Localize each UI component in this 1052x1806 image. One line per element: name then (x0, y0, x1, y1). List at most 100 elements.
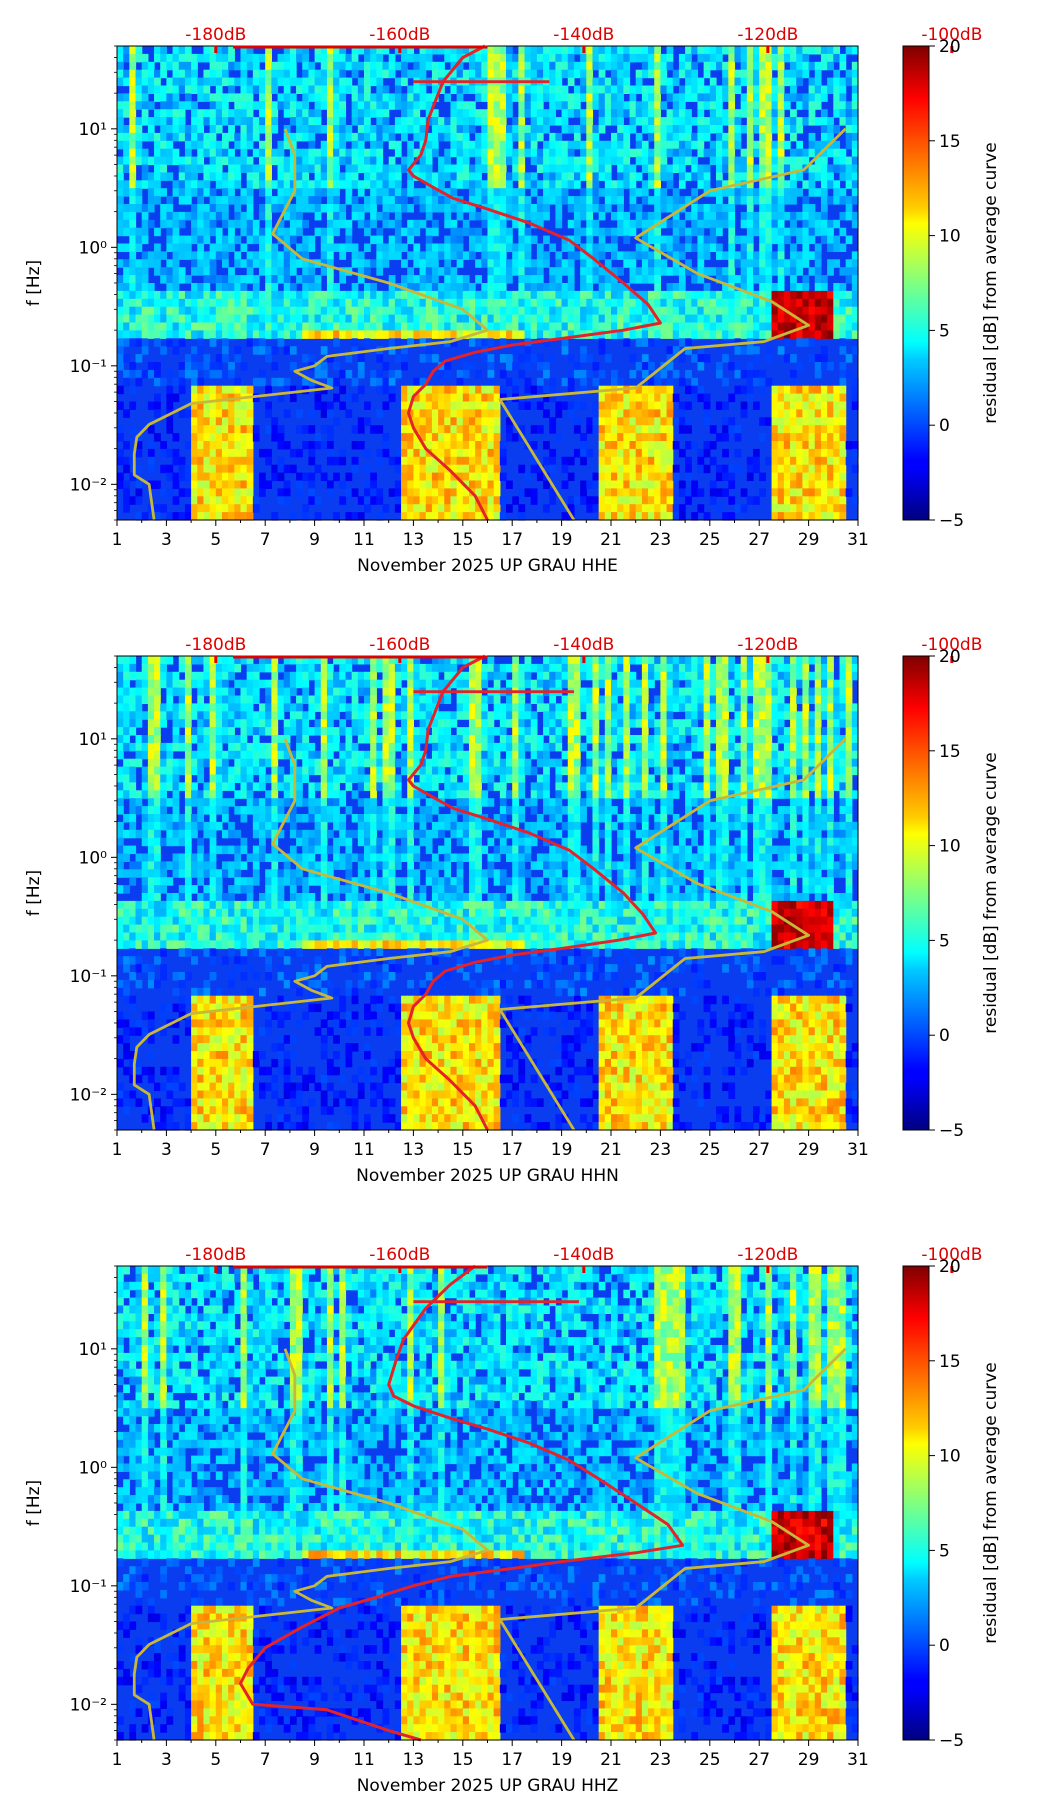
heatmap-cell (147, 441, 155, 450)
heatmap-cell (648, 259, 655, 268)
heatmap-cell (277, 140, 285, 150)
heatmap-cell (604, 93, 612, 102)
heatmap-cell (191, 306, 198, 316)
heatmap-cell (425, 46, 433, 55)
heatmap-cell (623, 448, 631, 458)
heatmap-cell (147, 362, 155, 371)
heatmap-cell (228, 290, 235, 300)
heatmap-cell (265, 53, 272, 63)
heatmap-cell (425, 259, 433, 268)
heatmap-cell (753, 148, 760, 158)
heatmap-cell (555, 298, 563, 308)
heatmap-cell (160, 504, 167, 513)
heatmap-cell (765, 101, 773, 110)
heatmap-cell (753, 140, 760, 150)
heatmap-cell (289, 283, 297, 292)
heatmap-cell (753, 298, 760, 308)
heatmap-cell (259, 298, 266, 308)
heatmap-cell (468, 409, 476, 418)
heatmap-cell (364, 330, 371, 339)
heatmap-cell (147, 480, 155, 489)
heatmap-cell (172, 93, 180, 102)
heatmap-cell (468, 480, 476, 489)
heatmap-cell (444, 417, 452, 426)
heatmap-cell (160, 314, 167, 324)
heatmap-cell (364, 227, 371, 237)
heatmap-cell (333, 172, 340, 181)
heatmap-cell (660, 219, 668, 229)
heatmap-cell (160, 101, 167, 110)
heatmap-cell (320, 53, 328, 63)
heatmap-cell (296, 196, 303, 205)
heatmap-cell (444, 275, 452, 284)
heatmap-cell (598, 53, 606, 63)
heatmap-cell (536, 180, 544, 189)
heatmap-cell (394, 369, 402, 379)
heatmap-cell (234, 156, 242, 166)
heatmap-cell (370, 488, 377, 497)
heatmap-cell (790, 227, 797, 237)
heatmap-cell (333, 101, 340, 110)
heatmap-cell (259, 472, 266, 482)
heatmap-cell (326, 219, 334, 229)
heatmap-cell (172, 219, 180, 229)
heatmap-cell (740, 172, 748, 181)
heatmap-cell (561, 180, 569, 189)
heatmap-cell (221, 322, 229, 331)
heatmap-cell (617, 448, 624, 458)
heatmap-cell (450, 53, 458, 63)
heatmap-cell (611, 401, 618, 410)
heatmap-cell (357, 259, 365, 268)
heatmap-cell (413, 417, 421, 426)
heatmap-cell (648, 156, 655, 166)
heatmap-cell (345, 409, 353, 418)
heatmap-cell (654, 53, 661, 63)
heatmap-cell (135, 267, 143, 276)
heatmap-cell (753, 251, 760, 260)
heatmap-cell (296, 148, 303, 158)
heatmap-cell (654, 448, 661, 458)
heatmap-cell (493, 401, 501, 410)
heatmap-cell (753, 46, 760, 55)
heatmap-cell (672, 188, 680, 197)
heatmap-cell (666, 330, 674, 339)
heatmap-cell (345, 235, 353, 245)
heatmap-cell (203, 369, 211, 379)
heatmap-cell (481, 156, 489, 166)
heatmap-cell (623, 101, 631, 110)
heatmap-cell (289, 117, 297, 126)
heatmap-cell (771, 46, 779, 55)
heatmap-cell (166, 140, 174, 150)
heatmap-cell (320, 93, 328, 102)
heatmap-cell (746, 259, 754, 268)
heatmap-cell (401, 243, 408, 252)
heatmap-cell (771, 401, 779, 410)
heatmap-cell (394, 188, 402, 197)
heatmap-cell (808, 417, 816, 426)
heatmap-cell (425, 93, 433, 102)
heatmap-cell (407, 46, 414, 55)
heatmap-cell (518, 512, 526, 521)
heatmap-cell (512, 148, 519, 158)
heatmap-cell (333, 204, 340, 213)
heatmap-cell (573, 227, 581, 237)
heatmap-cell (685, 290, 692, 300)
heatmap-cell (475, 464, 482, 474)
heatmap-cell (191, 417, 198, 426)
heatmap-cell (191, 117, 198, 126)
heatmap-cell (425, 504, 433, 513)
heatmap-cell (524, 46, 532, 55)
heatmap-cell (382, 117, 390, 126)
heatmap-cell (166, 322, 174, 331)
heatmap-cell (320, 77, 328, 87)
heatmap-cell (709, 46, 717, 55)
heatmap-cell (333, 69, 340, 79)
heatmap-cell (228, 156, 235, 166)
heatmap-cell (172, 117, 180, 126)
heatmap-cell (648, 496, 655, 505)
heatmap-cell (166, 148, 174, 158)
heatmap-cell (487, 338, 495, 347)
heatmap-cell (234, 322, 242, 331)
heatmap-cell (623, 109, 631, 118)
heatmap-cell (475, 306, 482, 316)
